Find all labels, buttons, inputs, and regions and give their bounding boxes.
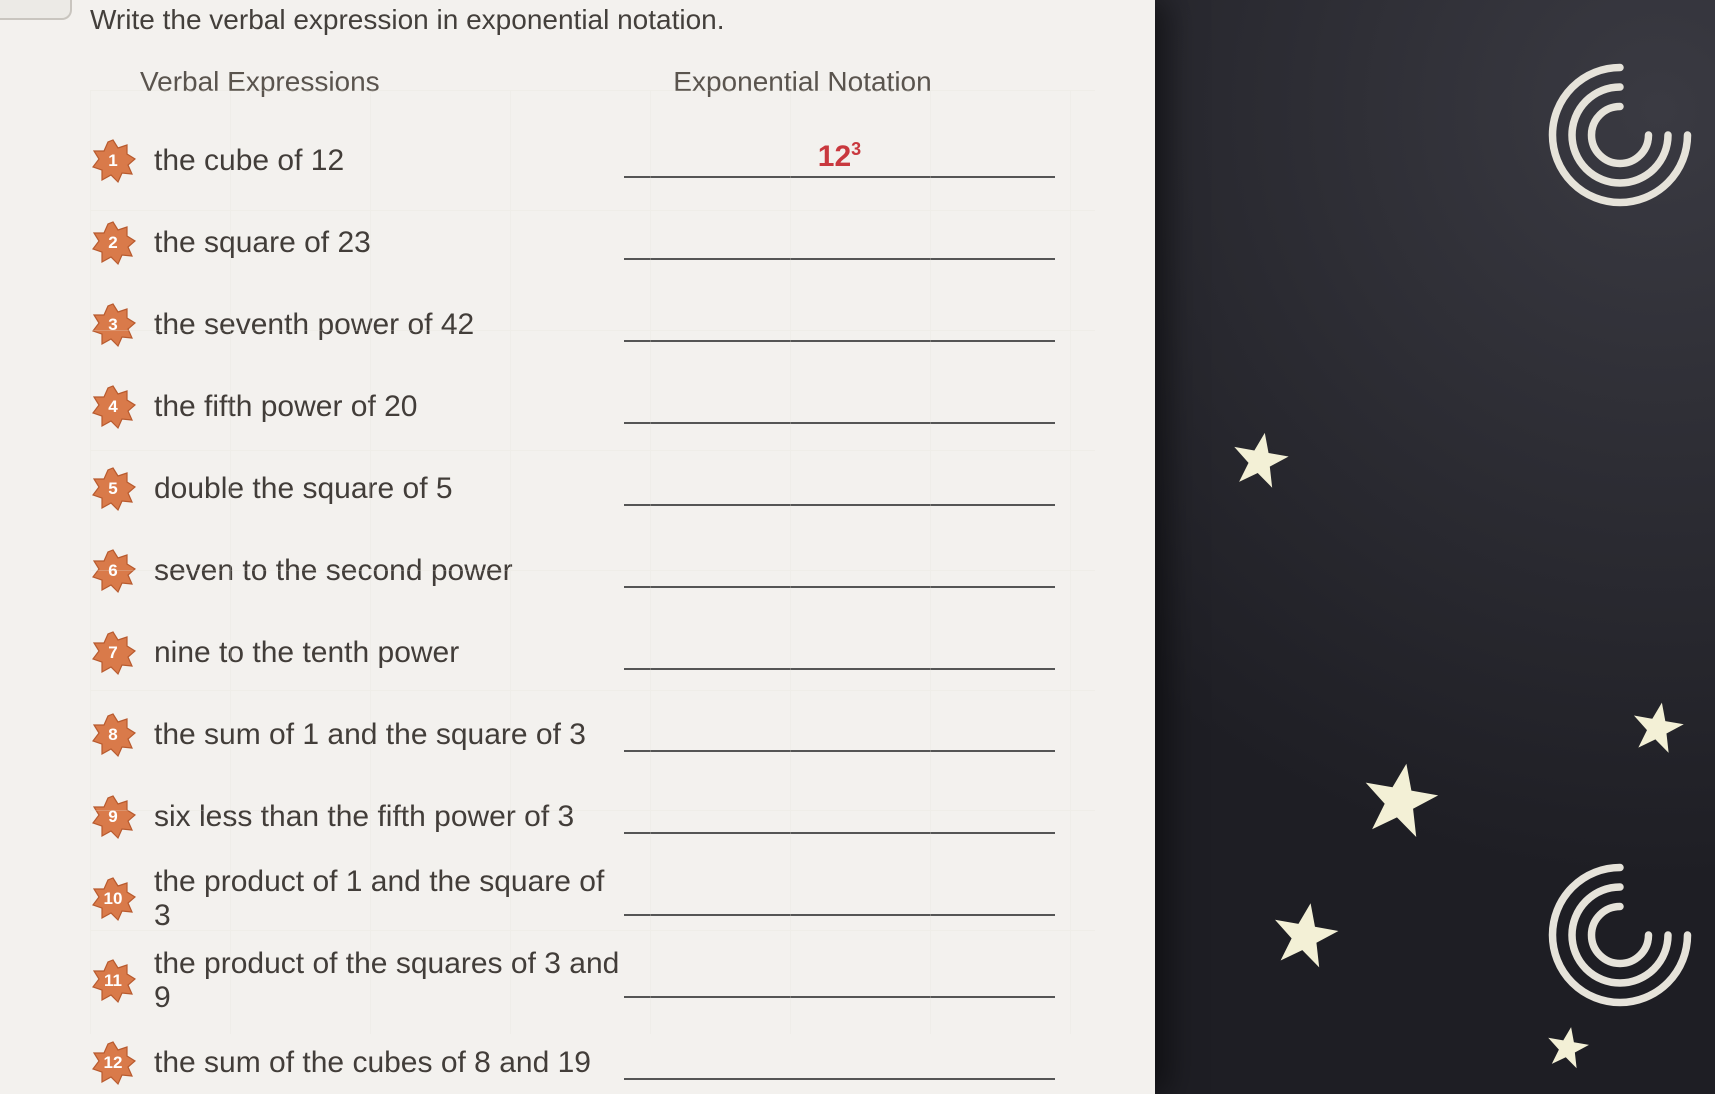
answer-blank — [624, 876, 1055, 922]
decor-swirl-icon — [1545, 860, 1695, 1010]
answer-underline — [624, 258, 1055, 260]
answer-underline — [624, 668, 1055, 670]
item-star-icon: 11 — [90, 958, 136, 1004]
worksheet-row: 1 the cube of 12123 — [90, 120, 1115, 202]
item-star-icon: 6 — [90, 548, 136, 594]
answer-underline — [624, 996, 1055, 998]
worksheet-paper: Write the verbal expression in exponenti… — [0, 0, 1155, 1094]
answer-underline — [624, 832, 1055, 834]
item-star-icon: 3 — [90, 302, 136, 348]
decor-star-icon — [1354, 754, 1447, 847]
answer-blank — [624, 302, 1055, 348]
verbal-expression: the fifth power of 20 — [154, 390, 624, 424]
item-number: 5 — [90, 466, 136, 512]
item-star-icon: 12 — [90, 1040, 136, 1086]
worksheet-row: 2 the square of 23 — [90, 202, 1115, 284]
item-star-icon: 4 — [90, 384, 136, 430]
answer-underline — [624, 340, 1055, 342]
item-number: 12 — [90, 1040, 136, 1086]
item-number: 6 — [90, 548, 136, 594]
example-answer: 123 — [624, 139, 1055, 174]
worksheet-row: 9 six less than the fifth power of 3 — [90, 776, 1115, 858]
decor-star-icon — [1264, 894, 1345, 975]
worksheet-row: 8 the sum of 1 and the square of 3 — [90, 694, 1115, 776]
item-star-icon: 8 — [90, 712, 136, 758]
answer-blank — [624, 712, 1055, 758]
worksheet-row: 3 the seventh power of 42 — [90, 284, 1115, 366]
worksheet-row: 6 seven to the second power — [90, 530, 1115, 612]
item-number: 8 — [90, 712, 136, 758]
answer-blank — [624, 548, 1055, 594]
item-star-icon: 10 — [90, 876, 136, 922]
answer-blank — [624, 630, 1055, 676]
decor-star-icon — [1541, 1021, 1593, 1073]
answer-blank — [624, 1040, 1055, 1086]
item-star-icon: 2 — [90, 220, 136, 266]
item-star-icon: 7 — [90, 630, 136, 676]
verbal-expression: seven to the second power — [154, 554, 624, 588]
answer-blank — [624, 384, 1055, 430]
worksheet-row: 4 the fifth power of 20 — [90, 366, 1115, 448]
verbal-expression: double the square of 5 — [154, 472, 624, 506]
verbal-expression: nine to the tenth power — [154, 636, 624, 670]
item-number: 1 — [90, 138, 136, 184]
answer-blank — [624, 794, 1055, 840]
answer-blank — [624, 466, 1055, 512]
verbal-expression: the square of 23 — [154, 226, 624, 260]
item-number: 11 — [90, 958, 136, 1004]
item-number: 7 — [90, 630, 136, 676]
instruction-text: Write the verbal expression in exponenti… — [90, 0, 1115, 66]
answer-underline — [624, 422, 1055, 424]
answer-underline — [624, 504, 1055, 506]
item-star-icon: 9 — [90, 794, 136, 840]
answer-underline — [624, 914, 1055, 916]
answer-blank: 123 — [624, 138, 1055, 184]
item-number: 10 — [90, 876, 136, 922]
header-exponential: Exponential Notation — [610, 66, 1115, 98]
verbal-expression: the sum of 1 and the square of 3 — [154, 718, 624, 752]
worksheet-row: 7 nine to the tenth power — [90, 612, 1115, 694]
answer-underline — [624, 586, 1055, 588]
answer-blank — [624, 958, 1055, 1004]
answer-underline — [624, 176, 1055, 178]
answer-blank — [624, 220, 1055, 266]
answer-underline — [624, 1078, 1055, 1080]
item-star-icon: 1 — [90, 138, 136, 184]
verbal-expression: the seventh power of 42 — [154, 308, 624, 342]
item-number: 3 — [90, 302, 136, 348]
item-number: 2 — [90, 220, 136, 266]
verbal-expression: the product of 1 and the square of 3 — [154, 865, 624, 933]
item-number: 4 — [90, 384, 136, 430]
item-star-icon: 5 — [90, 466, 136, 512]
worksheet-row: 5 double the square of 5 — [90, 448, 1115, 530]
verbal-expression: six less than the fifth power of 3 — [154, 800, 624, 834]
decor-star-icon — [1626, 696, 1690, 760]
worksheet-rows: 1 the cube of 12123 2 the square of 23 3 th… — [90, 120, 1115, 1094]
header-verbal: Verbal Expressions — [90, 66, 610, 98]
decor-swirl-icon — [1545, 60, 1695, 210]
decor-star-icon — [1225, 425, 1295, 495]
answer-underline — [624, 750, 1055, 752]
worksheet-row: 11 the product of the squares of 3 and 9 — [90, 940, 1115, 1022]
verbal-expression: the cube of 12 — [154, 144, 624, 178]
verbal-expression: the product of the squares of 3 and 9 — [154, 947, 624, 1015]
item-number: 9 — [90, 794, 136, 840]
worksheet-row: 10 the product of 1 and the square of 3 — [90, 858, 1115, 940]
worksheet-row: 12 the sum of the cubes of 8 and 19 — [90, 1022, 1115, 1094]
column-headers: Verbal Expressions Exponential Notation — [90, 66, 1115, 98]
verbal-expression: the sum of the cubes of 8 and 19 — [154, 1046, 624, 1080]
